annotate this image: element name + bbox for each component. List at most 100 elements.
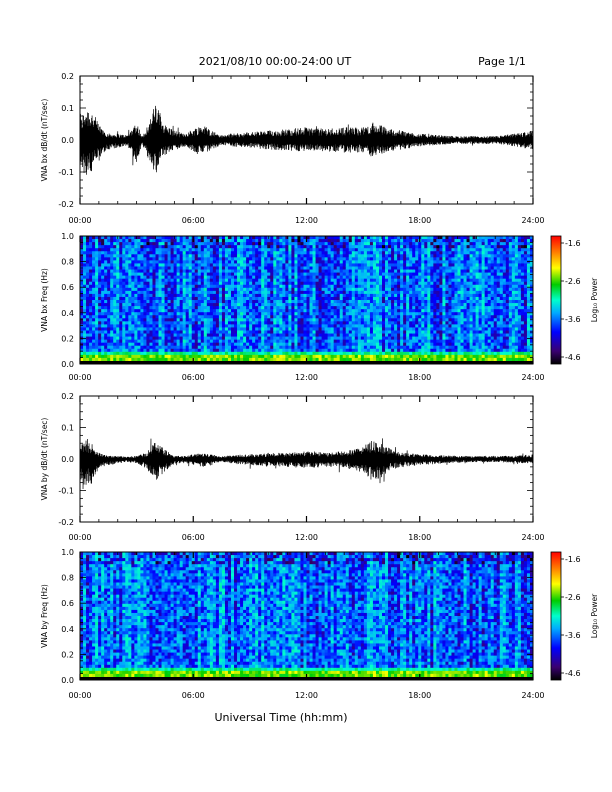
spectrogram-cell bbox=[107, 248, 111, 252]
spectrogram-cell bbox=[231, 321, 235, 325]
spectrogram-cell bbox=[137, 284, 141, 289]
spectrogram-cell bbox=[252, 330, 256, 334]
spectrogram-cell bbox=[89, 239, 93, 243]
spectrogram-cell bbox=[424, 330, 428, 334]
spectrogram-cell bbox=[427, 266, 431, 270]
spectrogram-cell bbox=[86, 354, 90, 359]
spectrogram-cell bbox=[101, 300, 105, 304]
spectrogram-cell bbox=[149, 296, 153, 301]
spectrogram-cell bbox=[264, 321, 268, 325]
spectrogram-cell bbox=[246, 296, 250, 301]
spectrogram-cell bbox=[261, 245, 265, 249]
spectrogram-cell bbox=[360, 242, 365, 246]
spectrogram-cell bbox=[345, 333, 350, 337]
spectrogram-cell bbox=[92, 242, 96, 246]
spectrogram-cell bbox=[128, 327, 132, 331]
spectrogram-cell bbox=[282, 275, 286, 280]
spectrogram-cell bbox=[83, 254, 87, 258]
spectrogram-cell bbox=[104, 351, 108, 356]
spectrogram-cell bbox=[149, 339, 153, 344]
spectrogram-cell bbox=[378, 351, 383, 356]
spectrogram-cell bbox=[273, 287, 277, 292]
spectrogram-cell bbox=[315, 312, 319, 316]
spectrogram-cell bbox=[209, 275, 214, 280]
spectrogram-cell bbox=[342, 284, 347, 289]
spectrogram-cell bbox=[212, 251, 217, 255]
spectrogram-cell bbox=[388, 300, 392, 304]
spectrogram-cell bbox=[430, 254, 434, 258]
spectrogram-cell bbox=[345, 260, 350, 264]
spectrogram-cell bbox=[430, 275, 434, 280]
spectrogram-cell bbox=[227, 303, 232, 307]
spectrogram-cell bbox=[249, 269, 253, 273]
spectrogram-cell bbox=[357, 342, 362, 347]
spectrogram-cell bbox=[131, 306, 135, 310]
spectrogram-cell bbox=[297, 348, 301, 353]
spectrogram-cell bbox=[170, 330, 175, 334]
spectrogram-cell bbox=[406, 306, 410, 310]
spectrogram-cell bbox=[167, 257, 171, 261]
spectrogram-cell bbox=[231, 239, 235, 243]
spectrogram-cell bbox=[173, 260, 178, 264]
spectrogram-cell bbox=[209, 281, 214, 286]
spectrogram-cell bbox=[194, 278, 199, 283]
spectrogram-cell bbox=[303, 239, 307, 243]
spectrogram-cell bbox=[212, 351, 217, 356]
spectrogram-cell bbox=[164, 257, 168, 261]
spectrogram-cell bbox=[98, 281, 102, 286]
spectrogram-cell bbox=[318, 318, 322, 322]
spectrogram-cell bbox=[315, 303, 319, 307]
spectrogram-cell bbox=[212, 327, 217, 331]
spectrogram-cell bbox=[397, 284, 401, 289]
spectrogram-cell bbox=[194, 251, 199, 255]
spectrogram-cell bbox=[421, 324, 425, 328]
spectrogram-cell bbox=[234, 324, 238, 328]
spectrogram-cell bbox=[98, 287, 102, 292]
spectrogram-cell bbox=[382, 245, 386, 249]
spectrogram-cell bbox=[427, 330, 431, 334]
spectrogram-cell bbox=[261, 324, 265, 328]
spectrogram-cell bbox=[418, 333, 422, 337]
spectrogram-cell bbox=[134, 239, 138, 243]
spectrogram-cell bbox=[104, 251, 108, 255]
spectrogram-cell bbox=[212, 357, 217, 362]
spectrogram-cell bbox=[294, 342, 298, 347]
spectrogram-cell bbox=[372, 312, 377, 316]
spectrogram-cell bbox=[312, 251, 316, 255]
spectrogram-cell bbox=[315, 275, 319, 280]
spectrogram-cell bbox=[249, 272, 253, 277]
spectrogram-cell bbox=[409, 336, 413, 341]
spectrogram-cell bbox=[391, 339, 395, 344]
spectrogram-cell bbox=[182, 321, 187, 325]
spectrogram-cell bbox=[397, 278, 401, 283]
spectrogram-cell bbox=[113, 293, 117, 298]
spectrogram-cell bbox=[264, 248, 268, 252]
spectrogram-cell bbox=[131, 239, 135, 243]
spectrogram-cell bbox=[107, 303, 111, 307]
spectrogram-cell bbox=[197, 293, 202, 298]
spectrogram-cell bbox=[397, 306, 401, 310]
spectrogram-cell bbox=[128, 345, 132, 350]
spectrogram-cell bbox=[366, 327, 371, 331]
spectrogram-cell bbox=[188, 257, 193, 261]
spectrogram-cell bbox=[237, 251, 241, 255]
spectrogram-cell bbox=[155, 315, 159, 319]
spectrogram-cell bbox=[388, 339, 392, 344]
spectrogram-cell bbox=[354, 315, 359, 319]
spectrogram-cell bbox=[107, 342, 111, 347]
spectrogram-cell bbox=[385, 345, 389, 350]
spectrogram-cell bbox=[167, 272, 171, 277]
spectrogram-cell bbox=[297, 257, 301, 261]
spectrogram-cell bbox=[406, 327, 410, 331]
spectrogram-cell bbox=[300, 348, 304, 353]
spectrogram-cell bbox=[246, 321, 250, 325]
spectrogram-cell bbox=[218, 296, 223, 301]
spectrogram-cell bbox=[273, 269, 277, 273]
spectrogram-cell bbox=[200, 318, 205, 322]
spectrogram-cell bbox=[170, 242, 175, 246]
spectrogram-cell bbox=[140, 260, 144, 264]
spectrogram-cell bbox=[264, 348, 268, 353]
spectrogram-cell bbox=[394, 342, 398, 347]
spectrogram-cell bbox=[104, 296, 108, 301]
spectrogram-cell bbox=[342, 333, 347, 337]
